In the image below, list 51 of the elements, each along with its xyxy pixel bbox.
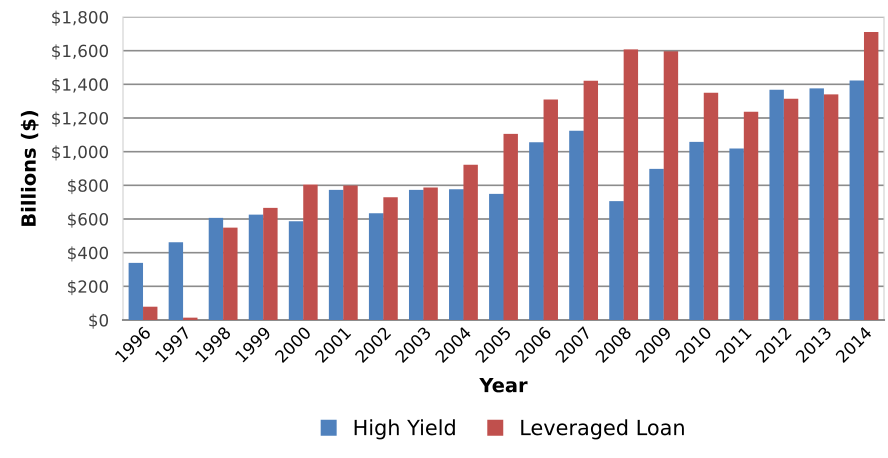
bar [343,186,358,320]
bar [463,164,478,320]
bar [689,142,704,320]
bar [208,218,224,320]
bar [328,190,344,320]
bar [143,306,158,320]
bar [168,242,184,320]
bar [408,190,424,320]
bar [288,221,304,320]
y-tick-label: $1,200 [52,112,108,127]
y-tick-label: $800 [68,179,108,194]
bar [609,201,624,320]
bar [850,80,864,320]
bar [529,142,544,320]
y-tick-label: $1,800 [52,10,108,26]
legend-label: Leveraged Loan [521,419,684,440]
bar [810,88,824,320]
y-tick-label: $1,400 [52,78,108,94]
bar [368,213,384,320]
bar [504,134,518,320]
bar [303,184,318,320]
bar [489,194,504,320]
bar [449,189,464,320]
bar [729,148,744,320]
bar [769,90,784,320]
bar [128,262,144,320]
bar [744,112,758,320]
bar [263,208,278,320]
y-tick-label: $0 [89,314,108,329]
bar [423,188,438,320]
y-tick-label: $200 [68,280,108,296]
y-tick-label: $600 [68,212,108,228]
bar [223,228,238,320]
bar [624,49,638,320]
bar [383,197,398,320]
bar [649,168,664,320]
bar [569,130,584,320]
legend-label: High Yield [354,419,455,440]
bar [864,32,878,320]
bar [664,51,678,320]
bar [784,98,798,320]
y-tick-label: $400 [68,246,108,262]
y-tick-label: $1,600 [52,44,108,60]
y-axis-title: Billions ($) [20,111,38,226]
bar [584,80,598,320]
bar [704,92,718,320]
bar [248,214,264,320]
bar [824,94,838,320]
y-tick-label: $1,000 [52,145,108,160]
bar [544,99,558,320]
x-axis-title: Year [479,378,528,392]
